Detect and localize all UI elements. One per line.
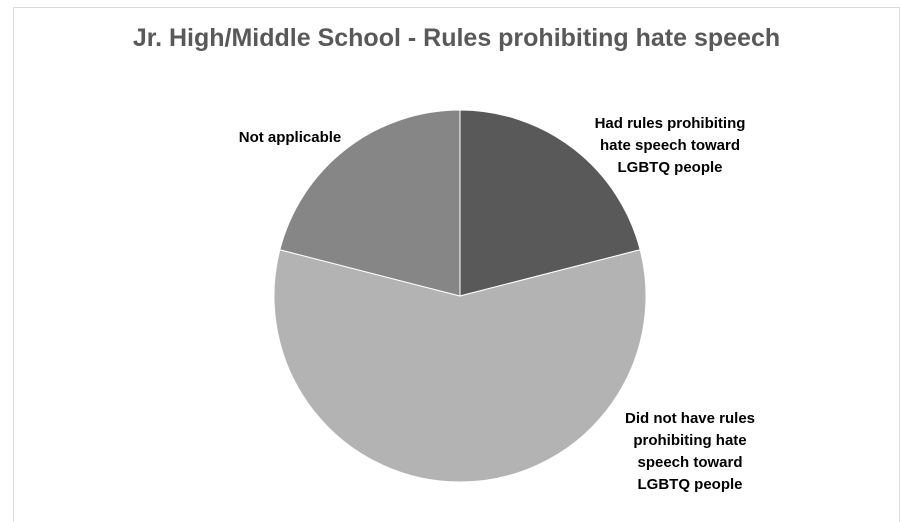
slice-label-not-applicable: Not applicable xyxy=(238,129,342,146)
slice-label-did-not-have-rules: Did not have rules prohibiting hate spee… xyxy=(624,410,756,493)
pie-slice-not-applicable xyxy=(279,109,461,297)
pie-slice-did-not-have-rules xyxy=(273,249,647,483)
chart-title: Jr. High/Middle School - Rules prohibiti… xyxy=(132,24,781,52)
slice-label-had-rules: Had rules prohibiting hate speech toward… xyxy=(594,115,746,176)
pie-slice-had-rules xyxy=(459,109,641,297)
